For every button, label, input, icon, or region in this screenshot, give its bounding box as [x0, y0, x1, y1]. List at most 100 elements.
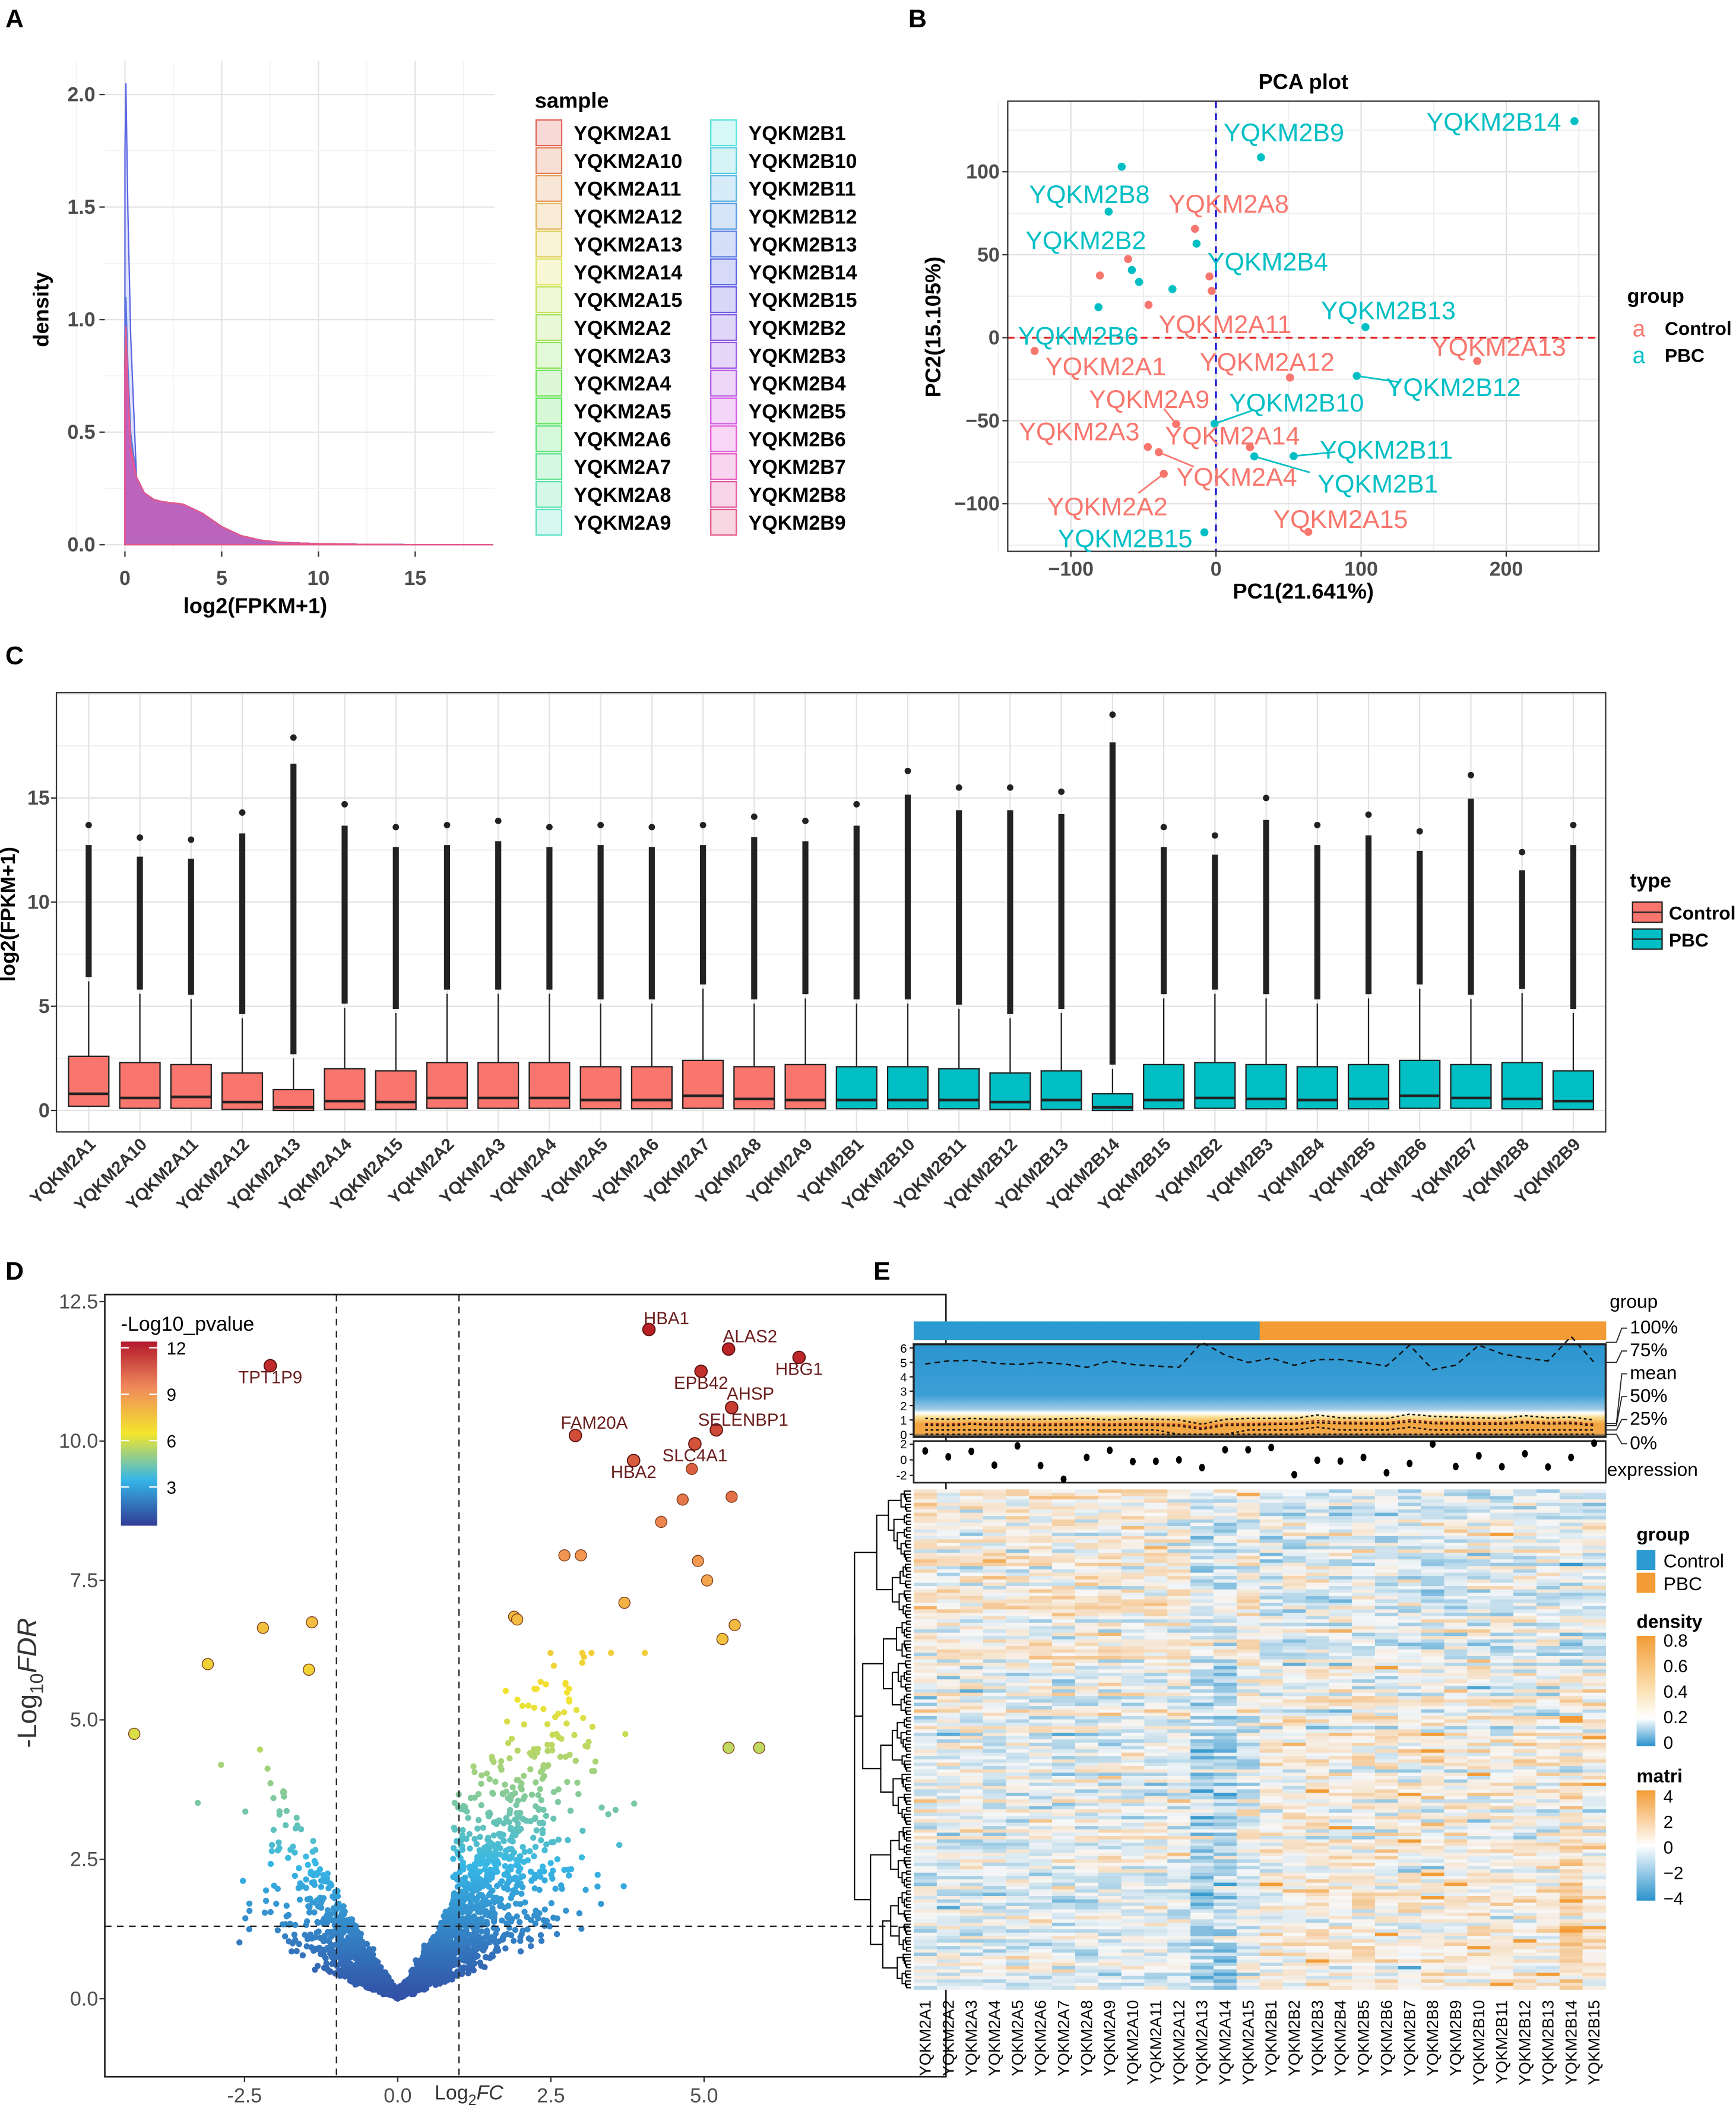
heatmap-cell	[1098, 1663, 1122, 1667]
heatmap-cell	[1490, 1616, 1514, 1620]
heatmap-cell	[1052, 1526, 1076, 1530]
heatmap-cell	[1490, 1489, 1514, 1493]
heatmap-cell	[1006, 1599, 1029, 1603]
heatmap-cell	[936, 1512, 961, 1517]
heatmap-cell	[1329, 1519, 1352, 1524]
heatmap-cell	[1190, 1663, 1214, 1667]
heatmap-cell	[1075, 1496, 1099, 1500]
gene-point	[401, 1989, 408, 1996]
heatmap-cell	[1536, 1496, 1560, 1500]
heatmap-cell	[1029, 1526, 1053, 1530]
heatmap-cell	[1098, 1626, 1122, 1630]
heatmap-cell	[1190, 1506, 1214, 1510]
point-label: YQKM2B1	[1317, 470, 1438, 499]
heatmap-cell	[1052, 1533, 1076, 1537]
heatmap-cell	[1352, 1629, 1376, 1634]
heatmap-cell	[1559, 1639, 1583, 1644]
heatmap-cell	[1282, 1536, 1307, 1540]
heatmap-cell	[1490, 1492, 1514, 1497]
heatmap-cell	[1306, 1519, 1329, 1524]
heatmap-cell	[1259, 1496, 1284, 1500]
y-tick-label: 12.5	[59, 1290, 98, 1313]
box-yqkm2b2	[1194, 832, 1236, 1109]
heatmap-cell	[1536, 1536, 1560, 1540]
heatmap-cell	[913, 1502, 937, 1507]
heatmap-cell	[1559, 1536, 1583, 1540]
heatmap-cell	[1029, 1656, 1053, 1660]
heatmap-cell	[1329, 1669, 1352, 1673]
heatmap-cell	[1467, 1566, 1491, 1570]
plot-title: PCA plot	[1259, 69, 1349, 94]
heatmap-cell	[1282, 1519, 1307, 1524]
heatmap-cell	[1282, 1612, 1307, 1617]
heatmap-cell	[936, 1539, 961, 1543]
heatmap-cell	[1467, 1519, 1491, 1524]
heatmap-cell	[1098, 1669, 1122, 1673]
plot-border	[55, 692, 1607, 1133]
heatmap-cell	[1352, 1622, 1376, 1627]
box	[1194, 1062, 1236, 1109]
heatmap-cell	[1421, 1642, 1445, 1647]
heatmap-cell	[959, 1562, 984, 1567]
gene-point	[528, 1792, 536, 1798]
heatmap-cell	[1329, 1612, 1352, 1617]
gene-point	[357, 1940, 363, 1946]
outlier-max	[802, 818, 809, 824]
heatmap-cell	[1329, 1589, 1352, 1593]
heatmap-cell	[1329, 1656, 1352, 1660]
heatmap-cell	[1559, 1609, 1583, 1613]
gene-point	[483, 1881, 490, 1888]
heatmap-cell	[1536, 1559, 1560, 1563]
heatmap-cell	[1374, 1546, 1399, 1550]
box-yqkm2a12	[221, 809, 264, 1110]
legend-label: YQKM2B9	[749, 512, 846, 534]
gene-point	[310, 1838, 316, 1844]
legend-key	[710, 508, 737, 536]
legend-key	[710, 480, 737, 508]
heatmap-cell	[1282, 1606, 1307, 1610]
heatmap-cell	[1029, 1502, 1053, 1507]
heatmap-cell	[1444, 1496, 1468, 1500]
box	[1143, 1064, 1185, 1110]
heatmap-cell	[1098, 1642, 1122, 1647]
gene-point	[291, 1931, 298, 1938]
heatmap-cell	[1121, 1569, 1145, 1574]
heatmap-cell	[1259, 1649, 1284, 1653]
gene-point	[519, 1927, 526, 1934]
heatmap-cell	[1144, 1606, 1168, 1610]
heatmap-cell	[1398, 1562, 1422, 1567]
heatmap-cell	[1029, 1582, 1053, 1587]
heatmap-cell	[1282, 1663, 1307, 1667]
heatmap-cell	[1214, 1659, 1237, 1663]
heatmap-cell	[959, 1556, 984, 1560]
heatmap-cell	[936, 1672, 961, 1677]
heatmap-cell	[936, 1526, 961, 1530]
heatmap-cell	[1467, 1526, 1491, 1530]
heatmap-cell	[1098, 1649, 1122, 1653]
heatmap-cell	[1259, 1552, 1284, 1557]
heatmap-cell	[1374, 1663, 1399, 1667]
heatmap-cell	[1582, 1593, 1607, 1597]
gene-point	[537, 1837, 544, 1844]
heatmap-cell	[913, 1653, 937, 1657]
heatmap-cell	[936, 1596, 961, 1600]
legend-label: PBC	[1665, 344, 1705, 366]
heatmap-cell	[1374, 1576, 1399, 1580]
gene-point	[539, 1775, 546, 1782]
box	[938, 1068, 980, 1110]
gene-point	[509, 1891, 516, 1898]
heatmap-cell	[1075, 1586, 1099, 1590]
x-axis-title: Log2FC	[435, 2082, 503, 2108]
heatmap-cell	[1006, 1653, 1029, 1657]
panel-label-c: C	[5, 642, 24, 670]
heatmap-cell	[1421, 1549, 1445, 1553]
heatmap-cell	[1098, 1629, 1122, 1634]
heatmap-cell	[1214, 1632, 1237, 1637]
heatmap-cell	[1421, 1593, 1445, 1597]
heatmap-cell	[1582, 1552, 1607, 1557]
heatmap-cell	[1144, 1509, 1168, 1514]
gene-point	[502, 1863, 508, 1869]
pca-point	[1192, 239, 1201, 248]
heatmap-cell	[1052, 1506, 1076, 1510]
heatmap-cell	[1398, 1639, 1422, 1644]
